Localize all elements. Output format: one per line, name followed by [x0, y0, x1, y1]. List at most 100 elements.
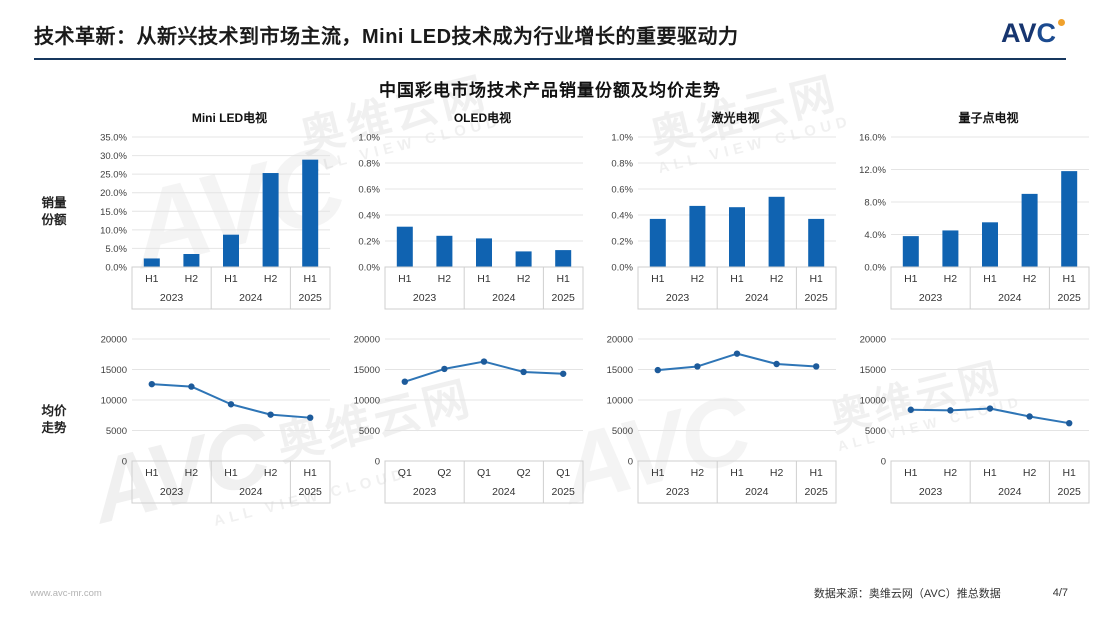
svg-text:8.0%: 8.0%: [864, 198, 886, 209]
avc-logo: AVC: [1000, 18, 1066, 48]
svg-text:0.2%: 0.2%: [358, 237, 380, 248]
svg-text:H2: H2: [944, 467, 958, 479]
svg-text:0: 0: [122, 457, 127, 468]
svg-text:15.0%: 15.0%: [100, 207, 127, 218]
svg-text:H1: H1: [904, 467, 918, 479]
svg-text:2023: 2023: [413, 292, 437, 304]
svg-text:16.0%: 16.0%: [859, 133, 886, 144]
svg-text:20.0%: 20.0%: [100, 188, 127, 199]
data-source-note: 数据来源：奥维云网（AVC）推总数据: [813, 588, 1001, 600]
svg-text:H1: H1: [145, 467, 159, 479]
svg-text:10.0%: 10.0%: [100, 225, 127, 236]
svg-text:2025: 2025: [1058, 292, 1082, 304]
svg-text:2023: 2023: [160, 292, 184, 304]
svg-text:20000: 20000: [860, 335, 886, 346]
svg-text:20000: 20000: [101, 335, 127, 346]
svg-text:H2: H2: [691, 467, 705, 479]
svg-text:H1: H1: [651, 467, 665, 479]
svg-text:2025: 2025: [552, 486, 576, 498]
svg-text:0.0%: 0.0%: [358, 263, 380, 274]
svg-text:H1: H1: [730, 273, 744, 285]
row-label-avg-price: 均价 走势: [26, 331, 82, 509]
logo-text-c: C: [1036, 18, 1057, 48]
svg-text:20000: 20000: [607, 335, 633, 346]
page-number: 4/7: [1052, 587, 1068, 599]
svg-text:20000: 20000: [354, 335, 380, 346]
svg-text:H1: H1: [303, 273, 317, 285]
svg-text:2023: 2023: [666, 486, 690, 498]
svg-text:H1: H1: [983, 467, 997, 479]
chart-quantum-dot-share: 量子点电视 0.0% 4.0% 8.0% 12.0% 16.0% H1 H2 H1 H2 H1 20…: [841, 109, 1094, 315]
svg-text:H1: H1: [904, 273, 918, 285]
svg-text:0: 0: [628, 457, 633, 468]
row-label-line: 销量: [41, 195, 67, 210]
svg-text:25.0%: 25.0%: [100, 170, 127, 181]
page-title: 技术革新：从新兴技术到市场主流，Mini LED技术成为行业增长的重要驱动力: [34, 26, 739, 48]
svg-text:5.0%: 5.0%: [105, 244, 127, 255]
svg-text:H1: H1: [730, 467, 744, 479]
svg-text:1.0%: 1.0%: [358, 133, 380, 144]
row-label-line: 份额: [41, 213, 67, 227]
chart-oled-price: 0 5000 10000 15000 20000 Q1 Q2 Q1 Q2 Q1 2023 2024 20…: [335, 331, 588, 509]
chart-laser-price: 0 5000 10000 15000 20000 H1 H2 H1 H2 H1 2023 2024 20…: [588, 331, 841, 509]
svg-text:15000: 15000: [860, 365, 886, 376]
svg-text:H1: H1: [556, 273, 570, 285]
svg-text:2023: 2023: [919, 292, 943, 304]
svg-text:H1: H1: [477, 273, 491, 285]
svg-text:H1: H1: [1062, 467, 1076, 479]
svg-text:H2: H2: [185, 467, 199, 479]
svg-text:0.0%: 0.0%: [611, 263, 633, 274]
chart-title: OLED电视: [453, 111, 512, 125]
svg-text:2024: 2024: [239, 486, 263, 498]
logo-text-av: AV: [1000, 18, 1037, 48]
chart-mini-led-share: Mini LED电视 0.0% 5.0% 10.0% 15.0% 20.0% 25.0% 3…: [82, 109, 335, 315]
header: 技术革新：从新兴技术到市场主流，Mini LED技术成为行业增长的重要驱动力 A…: [0, 0, 1100, 49]
svg-text:2025: 2025: [1058, 486, 1082, 498]
svg-text:Q2: Q2: [437, 467, 451, 479]
logo-orange-dot-icon: [1058, 19, 1065, 26]
svg-text:2024: 2024: [998, 292, 1022, 304]
svg-text:2025: 2025: [552, 292, 576, 304]
svg-text:0.6%: 0.6%: [358, 185, 380, 196]
svg-text:2025: 2025: [805, 486, 829, 498]
svg-text:H2: H2: [517, 273, 531, 285]
svg-text:2023: 2023: [919, 486, 943, 498]
svg-text:35.0%: 35.0%: [100, 133, 127, 144]
svg-text:H2: H2: [944, 273, 958, 285]
svg-text:2023: 2023: [413, 486, 437, 498]
svg-text:10000: 10000: [860, 396, 886, 407]
svg-text:2024: 2024: [239, 292, 263, 304]
svg-text:H2: H2: [691, 273, 705, 285]
svg-text:0.4%: 0.4%: [358, 211, 380, 222]
svg-text:5000: 5000: [865, 426, 886, 437]
svg-text:4.0%: 4.0%: [864, 230, 886, 241]
svg-text:Q1: Q1: [556, 467, 570, 479]
chart-main-title: 中国彩电市场技术产品销量份额及均价走势: [379, 81, 721, 100]
chart-title: 量子点电视: [958, 111, 1019, 125]
svg-text:0.2%: 0.2%: [611, 237, 633, 248]
svg-text:1.0%: 1.0%: [611, 133, 633, 144]
chart-mini-led-price: 0 5000 10000 15000 20000 H1 H2 H1 H2 H1 2023 2024 20…: [82, 331, 335, 509]
header-divider: [34, 58, 1066, 60]
svg-text:Q2: Q2: [517, 467, 531, 479]
svg-text:2024: 2024: [745, 486, 769, 498]
chart-quantum-dot-price: 0 5000 10000 15000 20000 H1 H2 H1 H2 H1 2023 2024 20…: [841, 331, 1094, 509]
svg-text:H2: H2: [438, 273, 452, 285]
chart-oled-share: OLED电视 0.0% 0.2% 0.4% 0.6% 0.8% 1.0% H1 H2 H1 H2 H…: [335, 109, 588, 315]
svg-text:0: 0: [881, 457, 886, 468]
svg-text:10000: 10000: [101, 396, 127, 407]
charts-grid: 销量 份额 Mini LED电视 0.0% 5.0% 10.0% 15.0% 20.0%…: [26, 109, 1100, 509]
row-label-line: 均价: [41, 403, 67, 418]
svg-text:2025: 2025: [299, 292, 323, 304]
svg-text:0.0%: 0.0%: [105, 263, 127, 274]
svg-text:H1: H1: [809, 467, 823, 479]
svg-text:2024: 2024: [998, 486, 1022, 498]
footer: www.avc-mr.com 数据来源：奥维云网（AVC）推总数据 4/7: [30, 585, 1068, 601]
svg-text:H2: H2: [264, 467, 278, 479]
svg-text:2023: 2023: [666, 292, 690, 304]
chart-laser-share: 激光电视 0.0% 0.2% 0.4% 0.6% 0.8% 1.0% H1 H2 H1 H2 H1 2…: [588, 109, 841, 315]
svg-text:2025: 2025: [299, 486, 323, 498]
